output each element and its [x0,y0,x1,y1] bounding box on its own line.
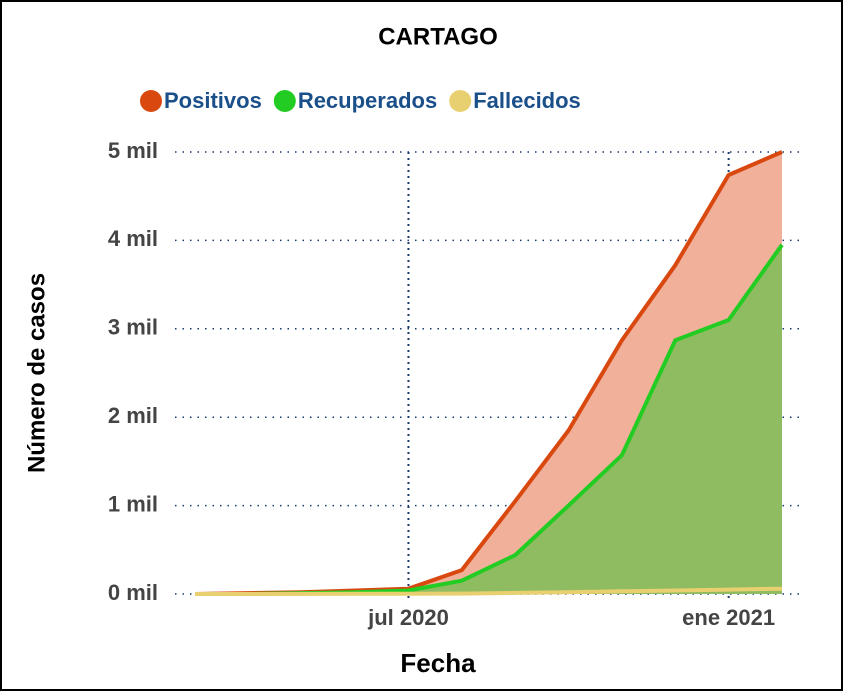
legend-label: Fallecidos [473,88,581,113]
x-axis-label: Fecha [400,648,476,678]
legend-label: Positivos [164,88,262,113]
y-tick-label: 2 mil [108,403,158,428]
x-tick-label: jul 2020 [367,605,449,630]
y-tick-label: 1 mil [108,491,158,516]
x-tick-label: ene 2021 [682,605,775,630]
legend-marker [273,90,296,112]
chart-title: CARTAGO [378,23,498,50]
y-tick-label: 0 mil [108,580,158,605]
legend-label: Recuperados [298,88,437,113]
y-axis-label: Número de casos [23,273,50,473]
y-tick-label: 4 mil [108,226,158,251]
legend-marker [449,90,472,112]
line [195,586,783,596]
area [195,244,782,595]
y-tick-label: 3 mil [108,315,158,340]
y-tick-label: 5 mil [108,138,158,163]
legend-marker [140,90,162,112]
